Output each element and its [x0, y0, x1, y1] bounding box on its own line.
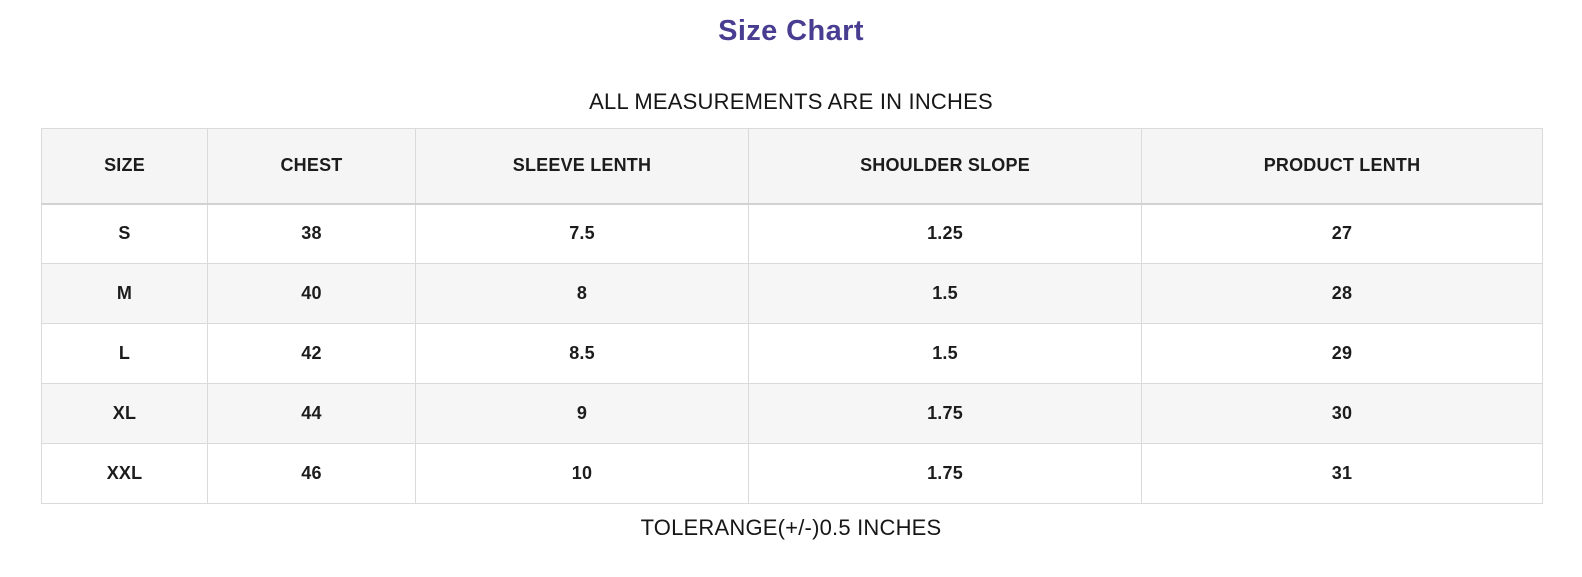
table-row-xl: XL 44 9 1.75 30 [41, 383, 1543, 444]
shoulder-slope-cell: 1.5 [748, 323, 1142, 384]
sleeve-length-cell: 8 [415, 263, 749, 324]
sleeve-length-cell: 7.5 [415, 203, 749, 264]
table-row-l: L 42 8.5 1.5 29 [41, 323, 1543, 384]
product-length-cell: 27 [1141, 203, 1543, 264]
shoulder-slope-cell: 1.5 [748, 263, 1142, 324]
shoulder-slope-cell: 1.25 [748, 203, 1142, 264]
chest-cell: 38 [207, 203, 416, 264]
sleeve-length-cell: 9 [415, 383, 749, 444]
size-cell: M [41, 263, 208, 324]
product-length-cell: 29 [1141, 323, 1543, 384]
product-length-cell: 31 [1141, 443, 1543, 504]
size-cell: XL [41, 383, 208, 444]
table-row-xxl: XXL 46 10 1.75 31 [41, 443, 1543, 504]
size-cell: S [41, 203, 208, 264]
column-header-sleeve-length: SLEEVE LENTH [415, 128, 749, 205]
size-chart-table: SIZE CHEST SLEEVE LENTH SHOULDER SLOPE P… [41, 128, 1543, 504]
column-header-size: SIZE [41, 128, 208, 205]
product-length-cell: 28 [1141, 263, 1543, 324]
page-title: Size Chart [718, 15, 864, 47]
header-row: SIZE CHEST SLEEVE LENTH SHOULDER SLOPE P… [41, 128, 1543, 205]
column-header-shoulder-slope: SHOULDER SLOPE [748, 128, 1142, 205]
chest-cell: 40 [207, 263, 416, 324]
column-header-chest: CHEST [207, 128, 416, 205]
size-cell: L [41, 323, 208, 384]
column-header-product-length: PRODUCT LENTH [1141, 128, 1543, 205]
table-row-s: S 38 7.5 1.25 27 [41, 203, 1543, 264]
product-length-cell: 30 [1141, 383, 1543, 444]
chest-cell: 44 [207, 383, 416, 444]
chest-cell: 46 [207, 443, 416, 504]
chest-cell: 42 [207, 323, 416, 384]
measurements-unit-note: ALL MEASUREMENTS ARE IN INCHES [589, 89, 993, 114]
size-chart-page: Size Chart ALL MEASUREMENTS ARE IN INCHE… [0, 14, 1582, 541]
size-chart-table-container: SIZE CHEST SLEEVE LENTH SHOULDER SLOPE P… [41, 128, 1543, 504]
sleeve-length-cell: 10 [415, 443, 749, 504]
shoulder-slope-cell: 1.75 [748, 443, 1142, 504]
tolerance-note: TOLERANGE(+/-)0.5 INCHES [640, 515, 942, 540]
sleeve-length-cell: 8.5 [415, 323, 749, 384]
size-cell: XXL [41, 443, 208, 504]
table-row-m: M 40 8 1.5 28 [41, 263, 1543, 324]
shoulder-slope-cell: 1.75 [748, 383, 1142, 444]
